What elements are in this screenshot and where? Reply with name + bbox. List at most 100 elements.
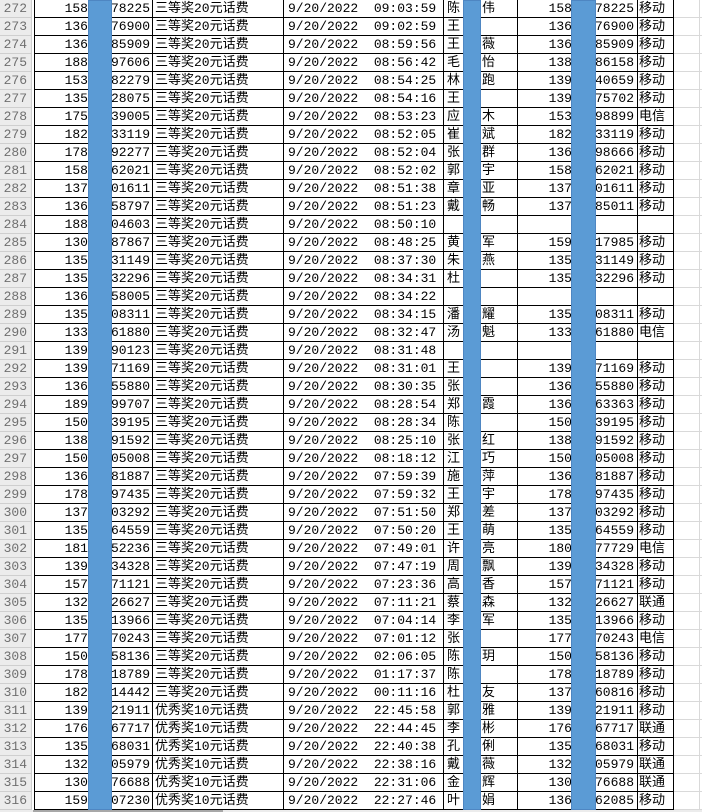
- datetime-cell[interactable]: 9/20/2022 08:56:42: [283, 54, 443, 72]
- row-header-cell[interactable]: 301: [0, 522, 32, 540]
- carrier-cell[interactable]: 电信: [637, 630, 674, 648]
- carrier-cell[interactable]: 移动: [637, 36, 674, 54]
- prize-cell[interactable]: 三等奖20元话费: [152, 252, 283, 270]
- prize-cell[interactable]: 三等奖20元话费: [152, 540, 283, 558]
- row-header-cell[interactable]: 288: [0, 288, 32, 306]
- row-header-cell[interactable]: 306: [0, 612, 32, 630]
- datetime-cell[interactable]: 9/20/2022 08:31:01: [283, 360, 443, 378]
- datetime-cell[interactable]: 9/20/2022 08:18:12: [283, 450, 443, 468]
- row-header-cell[interactable]: 286: [0, 252, 32, 270]
- phone1-cell[interactable]: 178 18789: [34, 666, 152, 684]
- row-header-cell[interactable]: 290: [0, 324, 32, 342]
- prize-cell[interactable]: 三等奖20元话费: [152, 468, 283, 486]
- carrier-cell[interactable]: 移动: [637, 576, 674, 594]
- carrier-cell[interactable]: 移动: [637, 144, 674, 162]
- datetime-cell[interactable]: 9/20/2022 00:11:16: [283, 684, 443, 702]
- carrier-cell[interactable]: 移动: [637, 270, 674, 288]
- datetime-cell[interactable]: 9/20/2022 22:31:06: [283, 774, 443, 792]
- prize-cell[interactable]: 三等奖20元话费: [152, 414, 283, 432]
- carrier-cell[interactable]: 移动: [637, 90, 674, 108]
- datetime-cell[interactable]: 9/20/2022 08:28:34: [283, 414, 443, 432]
- phone1-cell[interactable]: 182 14442: [34, 684, 152, 702]
- prize-cell[interactable]: 优秀奖10元话费: [152, 792, 283, 810]
- prize-cell[interactable]: 三等奖20元话费: [152, 270, 283, 288]
- phone1-cell[interactable]: 132 26627: [34, 594, 152, 612]
- phone1-cell[interactable]: 150 05008: [34, 450, 152, 468]
- carrier-cell[interactable]: 移动: [637, 504, 674, 522]
- prize-cell[interactable]: 三等奖20元话费: [152, 0, 283, 18]
- carrier-cell[interactable]: 电信: [637, 540, 674, 558]
- datetime-cell[interactable]: 9/20/2022 01:17:37: [283, 666, 443, 684]
- phone1-cell[interactable]: 182 33119: [34, 126, 152, 144]
- carrier-cell[interactable]: 移动: [637, 18, 674, 36]
- carrier-cell[interactable]: 移动: [637, 180, 674, 198]
- datetime-cell[interactable]: 9/20/2022 08:48:25: [283, 234, 443, 252]
- datetime-cell[interactable]: 9/20/2022 08:52:05: [283, 126, 443, 144]
- carrier-cell[interactable]: 移动: [637, 252, 674, 270]
- row-header-cell[interactable]: 273: [0, 18, 32, 36]
- prize-cell[interactable]: 三等奖20元话费: [152, 54, 283, 72]
- datetime-cell[interactable]: 9/20/2022 22:38:16: [283, 756, 443, 774]
- phone2-cell[interactable]: 136 62085: [517, 792, 637, 810]
- carrier-cell[interactable]: 移动: [637, 468, 674, 486]
- row-header-cell[interactable]: 302: [0, 540, 32, 558]
- row-header-cell[interactable]: 311: [0, 702, 32, 720]
- row-header-cell[interactable]: 298: [0, 468, 32, 486]
- carrier-cell[interactable]: 电信: [637, 324, 674, 342]
- datetime-cell[interactable]: 9/20/2022 08:34:31: [283, 270, 443, 288]
- row-header-cell[interactable]: 295: [0, 414, 32, 432]
- prize-cell[interactable]: 优秀奖10元话费: [152, 738, 283, 756]
- prize-cell[interactable]: 三等奖20元话费: [152, 288, 283, 306]
- row-header-cell[interactable]: 280: [0, 144, 32, 162]
- datetime-cell[interactable]: 9/20/2022 07:11:21: [283, 594, 443, 612]
- prize-cell[interactable]: 三等奖20元话费: [152, 576, 283, 594]
- row-header-cell[interactable]: 279: [0, 126, 32, 144]
- prize-cell[interactable]: 三等奖20元话费: [152, 36, 283, 54]
- datetime-cell[interactable]: 9/20/2022 08:52:02: [283, 162, 443, 180]
- datetime-cell[interactable]: 9/20/2022 08:53:23: [283, 108, 443, 126]
- datetime-cell[interactable]: 9/20/2022 07:50:20: [283, 522, 443, 540]
- carrier-cell[interactable]: 移动: [637, 450, 674, 468]
- row-header-cell[interactable]: 294: [0, 396, 32, 414]
- row-header-cell[interactable]: 304: [0, 576, 32, 594]
- datetime-cell[interactable]: 9/20/2022 07:51:50: [283, 504, 443, 522]
- prize-cell[interactable]: 三等奖20元话费: [152, 342, 283, 360]
- datetime-cell[interactable]: 9/20/2022 07:49:01: [283, 540, 443, 558]
- datetime-cell[interactable]: 9/20/2022 08:34:22: [283, 288, 443, 306]
- prize-cell[interactable]: 三等奖20元话费: [152, 666, 283, 684]
- datetime-cell[interactable]: 9/20/2022 22:44:45: [283, 720, 443, 738]
- row-header-cell[interactable]: 310: [0, 684, 32, 702]
- row-header-cell[interactable]: 277: [0, 90, 32, 108]
- carrier-cell[interactable]: 移动: [637, 0, 674, 18]
- prize-cell[interactable]: 三等奖20元话费: [152, 144, 283, 162]
- prize-cell[interactable]: 三等奖20元话费: [152, 432, 283, 450]
- prize-cell[interactable]: 优秀奖10元话费: [152, 774, 283, 792]
- prize-cell[interactable]: 三等奖20元话费: [152, 216, 283, 234]
- carrier-cell[interactable]: [637, 216, 674, 234]
- carrier-cell[interactable]: 移动: [637, 396, 674, 414]
- carrier-cell[interactable]: 移动: [637, 126, 674, 144]
- prize-cell[interactable]: 优秀奖10元话费: [152, 756, 283, 774]
- prize-cell[interactable]: 优秀奖10元话费: [152, 702, 283, 720]
- carrier-cell[interactable]: 移动: [637, 234, 674, 252]
- carrier-cell[interactable]: 移动: [637, 522, 674, 540]
- prize-cell[interactable]: 三等奖20元话费: [152, 360, 283, 378]
- row-header-cell[interactable]: 275: [0, 54, 32, 72]
- prize-cell[interactable]: 三等奖20元话费: [152, 90, 283, 108]
- datetime-cell[interactable]: 9/20/2022 08:54:25: [283, 72, 443, 90]
- datetime-cell[interactable]: 9/20/2022 07:47:19: [283, 558, 443, 576]
- datetime-cell[interactable]: 9/20/2022 08:25:10: [283, 432, 443, 450]
- datetime-cell[interactable]: 9/20/2022 07:59:39: [283, 468, 443, 486]
- carrier-cell[interactable]: 联通: [637, 756, 674, 774]
- prize-cell[interactable]: 三等奖20元话费: [152, 306, 283, 324]
- row-header-cell[interactable]: 272: [0, 0, 32, 18]
- prize-cell[interactable]: 三等奖20元话费: [152, 486, 283, 504]
- datetime-cell[interactable]: 9/20/2022 07:04:14: [283, 612, 443, 630]
- carrier-cell[interactable]: 移动: [637, 378, 674, 396]
- prize-cell[interactable]: 三等奖20元话费: [152, 630, 283, 648]
- row-header-cell[interactable]: 287: [0, 270, 32, 288]
- prize-cell[interactable]: 三等奖20元话费: [152, 450, 283, 468]
- datetime-cell[interactable]: 9/20/2022 09:03:59: [283, 0, 443, 18]
- prize-cell[interactable]: 三等奖20元话费: [152, 18, 283, 36]
- prize-cell[interactable]: 三等奖20元话费: [152, 180, 283, 198]
